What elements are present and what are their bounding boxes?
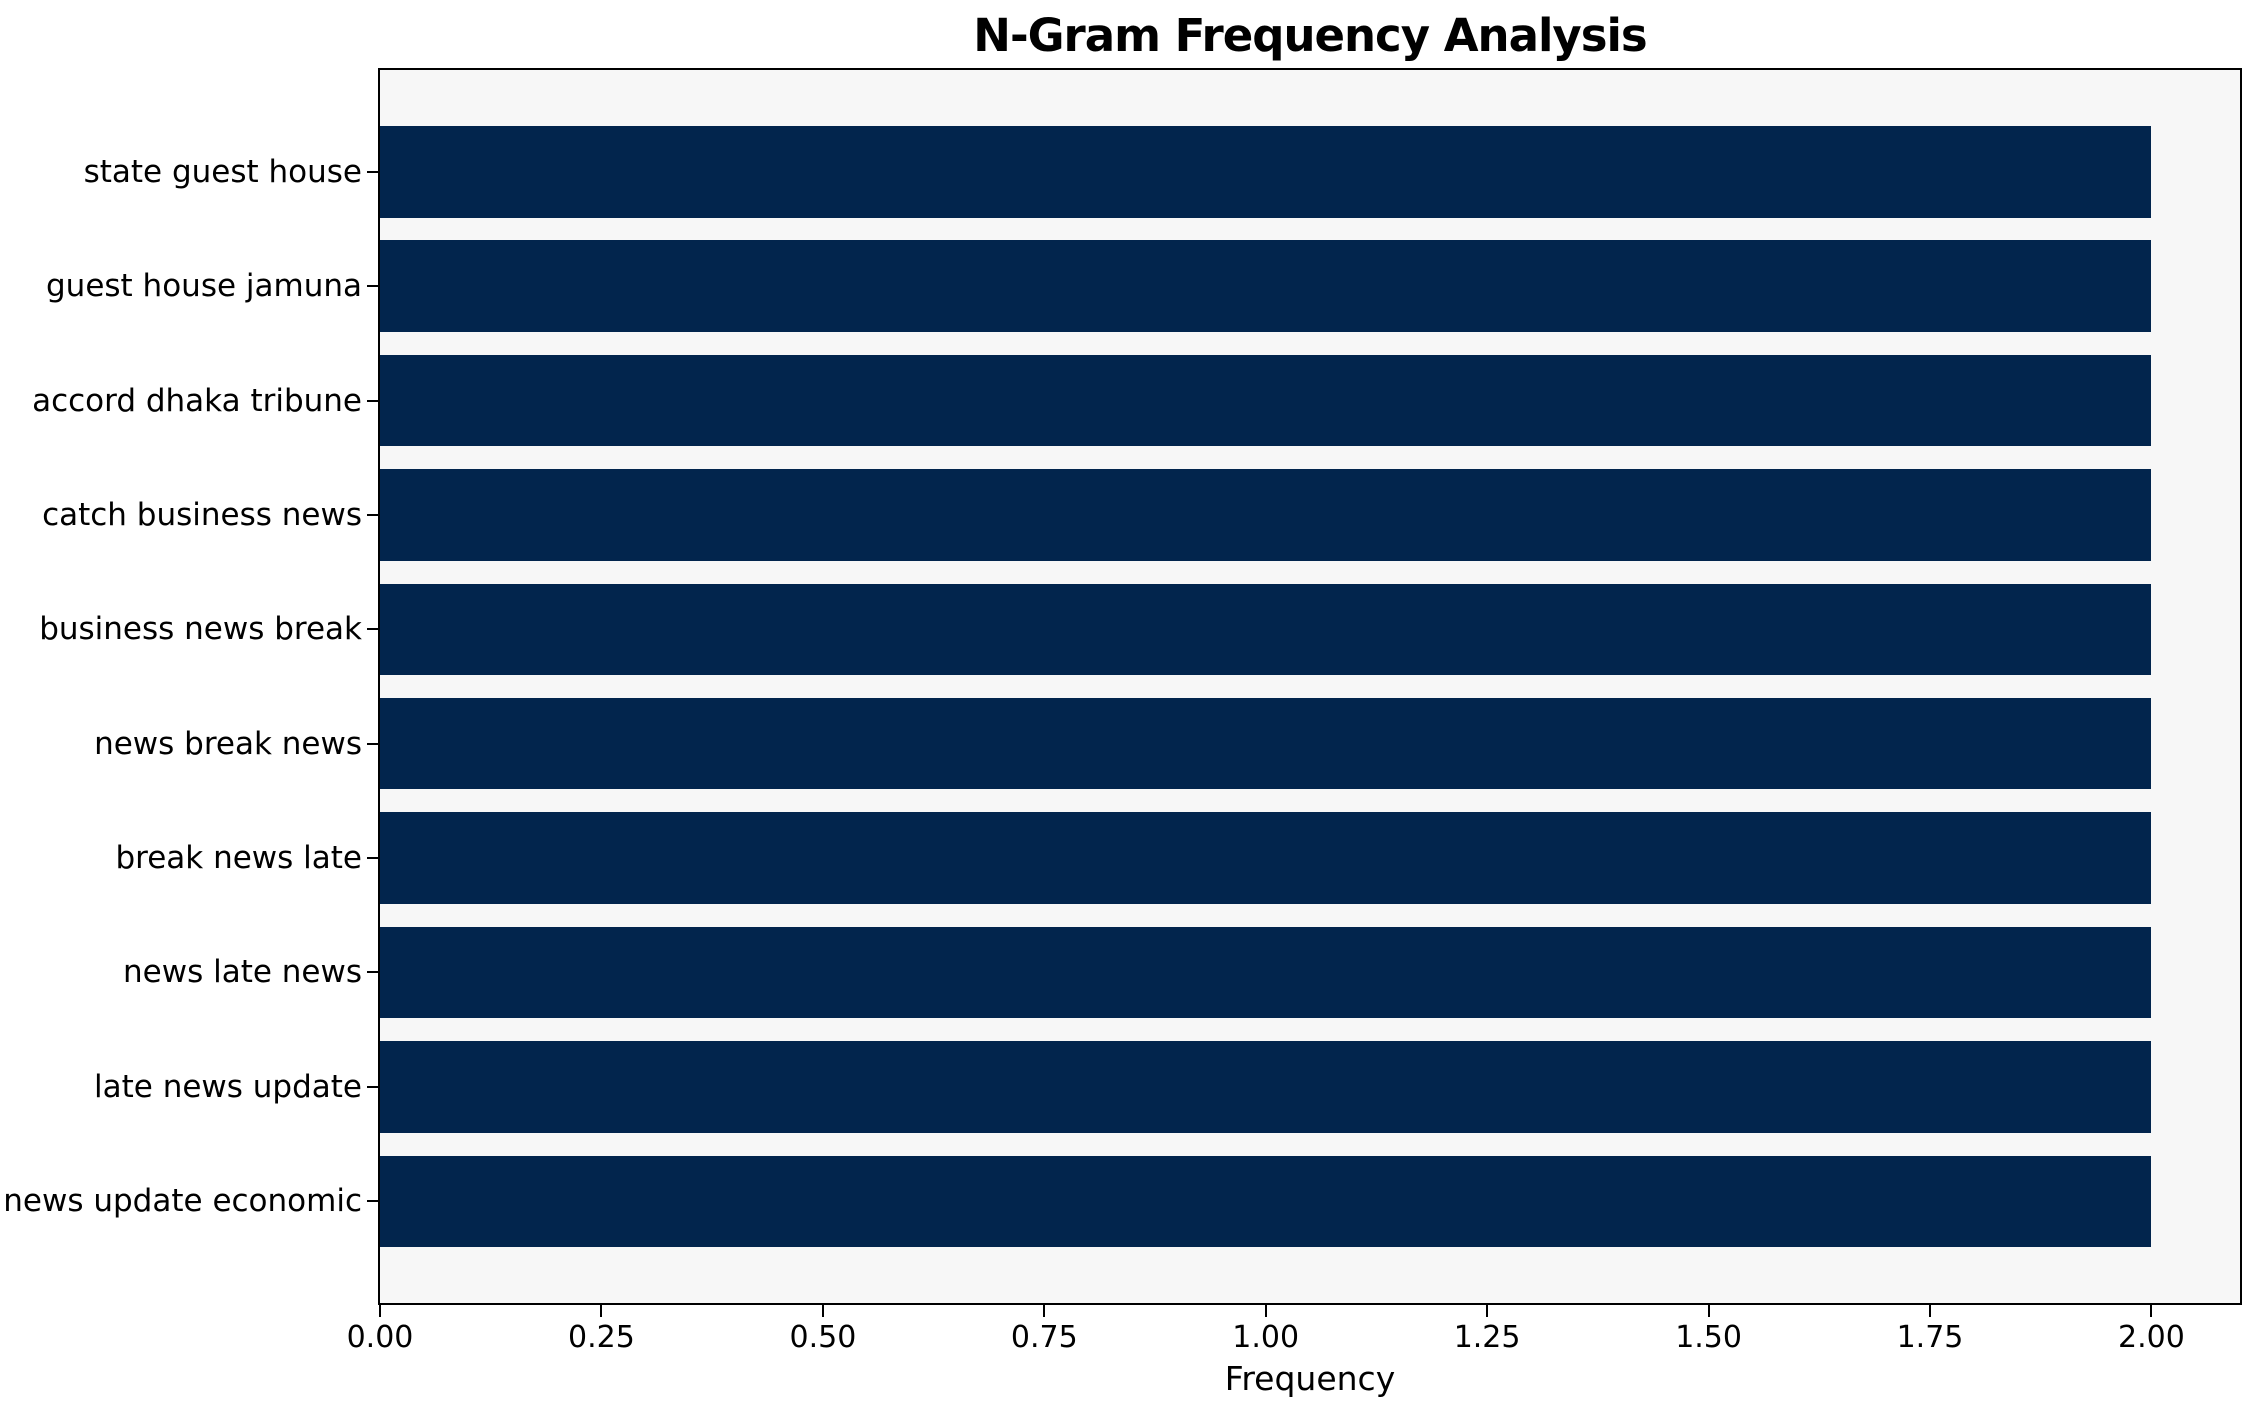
bar [380, 697, 2152, 790]
y-tick-label: accord dhaka tribune [32, 382, 362, 419]
x-tick-mark [379, 1305, 381, 1317]
bar [380, 1041, 2152, 1133]
y-tick-label: news break news [94, 725, 362, 762]
bar [380, 812, 2152, 904]
x-axis-label: Frequency [1224, 1359, 1396, 1398]
y-tick-label: guest house jamuna [46, 268, 362, 305]
bar [380, 240, 2152, 332]
x-tick-label: 2.00 [2117, 1320, 2185, 1355]
x-tick-label: 0.00 [346, 1320, 414, 1355]
x-tick-mark [1264, 1305, 1267, 1317]
bar [380, 469, 2152, 561]
x-tick-mark [2150, 1305, 2153, 1317]
y-tick-label: news late news [123, 954, 362, 991]
y-tick-mark [367, 742, 378, 745]
x-tick-mark [1929, 1305, 1931, 1317]
x-tick-label: 1.75 [1896, 1320, 1964, 1355]
bar [380, 1155, 2152, 1247]
y-tick-mark [367, 399, 378, 402]
bar [380, 354, 2152, 447]
y-tick-mark [367, 1200, 378, 1203]
y-tick-label: break news late [115, 840, 362, 877]
x-tick-mark [1043, 1305, 1046, 1317]
x-tick-mark [821, 1305, 824, 1317]
y-tick-label: late news update [94, 1068, 362, 1105]
x-tick-label: 1.25 [1453, 1320, 1521, 1355]
y-tick-mark [367, 170, 378, 173]
y-tick-mark [367, 971, 378, 974]
bar [380, 126, 2152, 218]
y-tick-mark [367, 1085, 378, 1088]
x-tick-mark [1707, 1305, 1710, 1317]
x-tick-label: 0.75 [1010, 1320, 1078, 1355]
y-tick-mark [367, 628, 378, 631]
x-tick-label: 1.50 [1675, 1320, 1742, 1355]
y-tick-label: news update economic [3, 1183, 362, 1220]
bar [380, 926, 2152, 1019]
x-tick-label: 0.50 [789, 1320, 857, 1355]
y-tick-mark [367, 513, 378, 516]
y-tick-label: catch business news [42, 496, 362, 533]
x-tick-mark [1486, 1305, 1489, 1317]
x-tick-mark [600, 1305, 603, 1317]
plot-area [378, 68, 2242, 1305]
y-tick-label: business news break [39, 611, 362, 648]
y-tick-mark [367, 285, 378, 288]
chart-title: N-Gram Frequency Analysis [973, 9, 1647, 62]
x-tick-label: 0.25 [567, 1320, 635, 1355]
bar [380, 583, 2152, 676]
y-tick-mark [367, 857, 378, 860]
x-tick-label: 1.00 [1232, 1320, 1300, 1355]
y-tick-label: state guest house [83, 153, 362, 190]
